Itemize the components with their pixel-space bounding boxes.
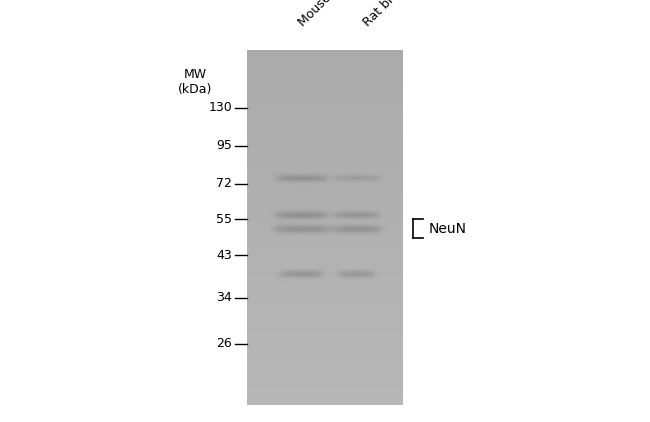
- Text: 34: 34: [216, 291, 232, 304]
- Text: NeuN: NeuN: [429, 222, 467, 236]
- Text: Rat brain: Rat brain: [361, 0, 411, 30]
- Text: 130: 130: [208, 101, 232, 114]
- Text: MW
(kDa): MW (kDa): [178, 68, 212, 95]
- Text: 72: 72: [216, 177, 232, 190]
- Text: 26: 26: [216, 338, 232, 350]
- Text: Mouse brain: Mouse brain: [296, 0, 359, 30]
- Text: 95: 95: [216, 139, 232, 152]
- Text: 55: 55: [216, 213, 232, 226]
- Text: 43: 43: [216, 249, 232, 262]
